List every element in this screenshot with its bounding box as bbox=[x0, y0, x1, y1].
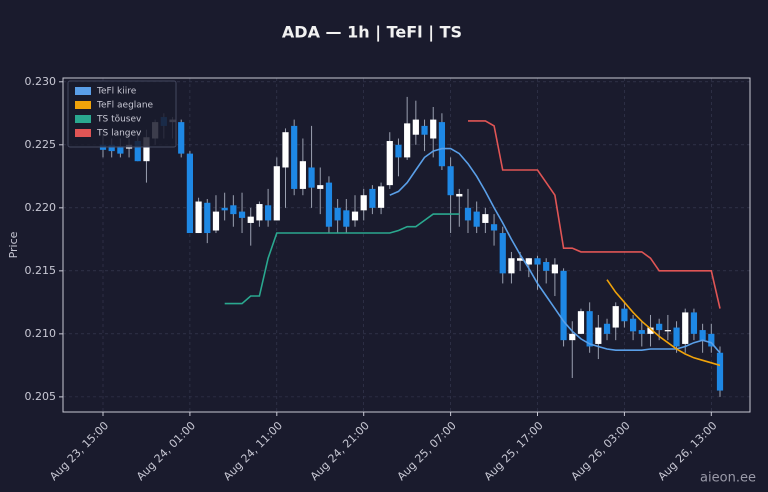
candle-body bbox=[560, 270, 567, 341]
y-tick-label: 0.215 bbox=[25, 264, 57, 277]
candle-body bbox=[299, 161, 306, 189]
candle-body bbox=[247, 216, 254, 223]
candle-body bbox=[647, 327, 654, 334]
candle-body bbox=[369, 188, 376, 208]
candle-body bbox=[343, 210, 350, 227]
candle-body bbox=[621, 308, 628, 322]
candle-body bbox=[673, 327, 680, 347]
candle-body bbox=[134, 141, 141, 162]
candle-body bbox=[612, 306, 619, 328]
legend-swatch bbox=[75, 129, 91, 137]
legend-label: TS tõusev bbox=[96, 115, 142, 125]
candle-body bbox=[438, 122, 446, 167]
candle-body bbox=[447, 166, 454, 196]
legend-label: TS langev bbox=[96, 129, 142, 139]
candle-body bbox=[273, 166, 280, 221]
candle-body bbox=[629, 318, 637, 332]
candle-body bbox=[499, 233, 506, 274]
candle-body bbox=[664, 330, 671, 332]
candle-body bbox=[517, 258, 524, 261]
candle-body bbox=[690, 312, 698, 334]
candle-body bbox=[412, 119, 419, 135]
candle-body bbox=[212, 211, 220, 231]
legend-swatch bbox=[75, 87, 91, 95]
legend-label: TeFl kiire bbox=[96, 87, 137, 97]
candle-body bbox=[577, 311, 585, 334]
legend-swatch bbox=[75, 115, 91, 123]
candle-body bbox=[525, 258, 532, 265]
candle-body bbox=[108, 144, 115, 152]
candle-body bbox=[595, 327, 602, 344]
candle-body bbox=[430, 119, 437, 139]
candle-body bbox=[421, 125, 428, 135]
candle-body bbox=[482, 214, 489, 223]
y-axis-label: Price bbox=[7, 231, 20, 258]
y-tick-label: 0.210 bbox=[25, 327, 57, 340]
candle-body bbox=[473, 211, 480, 227]
watermark: aieon.ee bbox=[700, 471, 756, 486]
candle-body bbox=[456, 193, 463, 197]
chart-title: ADA — 1h | TeFl | TS bbox=[282, 23, 462, 43]
candle-body bbox=[534, 258, 541, 265]
candle-body bbox=[404, 123, 411, 158]
candle-body bbox=[143, 137, 150, 162]
candle-body bbox=[543, 262, 550, 271]
candle-body bbox=[178, 122, 185, 154]
indicator-line bbox=[389, 147, 721, 354]
legend: TeFl kiire TeFl aeglane TS tõusev TS langev bbox=[67, 80, 177, 148]
candle-body bbox=[308, 167, 315, 188]
legend-swatch bbox=[75, 101, 91, 109]
plot-frame bbox=[62, 77, 751, 413]
candle-body bbox=[360, 195, 367, 211]
y-tick-label: 0.220 bbox=[25, 201, 57, 214]
candle-body bbox=[317, 185, 324, 189]
candle-body bbox=[238, 211, 246, 218]
candle-body bbox=[204, 202, 211, 234]
legend-label: TeFl aeglane bbox=[96, 101, 154, 111]
candle-body bbox=[395, 144, 402, 158]
candle-body bbox=[569, 333, 576, 341]
candle-body bbox=[464, 207, 472, 221]
candle-body bbox=[551, 264, 558, 274]
candle-body bbox=[256, 204, 263, 221]
candle-body bbox=[265, 205, 272, 221]
candle-body bbox=[230, 205, 237, 215]
candle-body bbox=[221, 207, 228, 211]
candle-body bbox=[682, 312, 689, 344]
candle-body bbox=[586, 311, 593, 347]
candle-body bbox=[291, 125, 298, 189]
y-tick-label: 0.205 bbox=[25, 390, 57, 403]
candle-body bbox=[716, 352, 724, 391]
candle-body bbox=[386, 141, 393, 186]
candle-body bbox=[377, 186, 385, 208]
candle-body bbox=[282, 132, 289, 168]
indicator-line bbox=[468, 120, 721, 309]
candle-body bbox=[117, 146, 124, 154]
indicator-line bbox=[606, 279, 721, 367]
candle-body bbox=[334, 207, 341, 221]
indicator-line bbox=[224, 213, 460, 305]
y-tick-label: 0.230 bbox=[25, 75, 57, 88]
candle-body bbox=[508, 258, 515, 274]
candle-body bbox=[656, 323, 663, 331]
candle-body bbox=[699, 330, 706, 341]
candle-body bbox=[708, 333, 715, 347]
candle-body bbox=[186, 153, 194, 234]
candle-body bbox=[490, 224, 498, 231]
candle-body bbox=[351, 211, 359, 221]
candle-body bbox=[325, 182, 333, 227]
y-tick-label: 0.225 bbox=[25, 138, 57, 151]
candle-body bbox=[638, 330, 645, 334]
candle-body bbox=[195, 201, 202, 234]
candle-body bbox=[603, 323, 611, 334]
legend-box bbox=[67, 80, 177, 148]
